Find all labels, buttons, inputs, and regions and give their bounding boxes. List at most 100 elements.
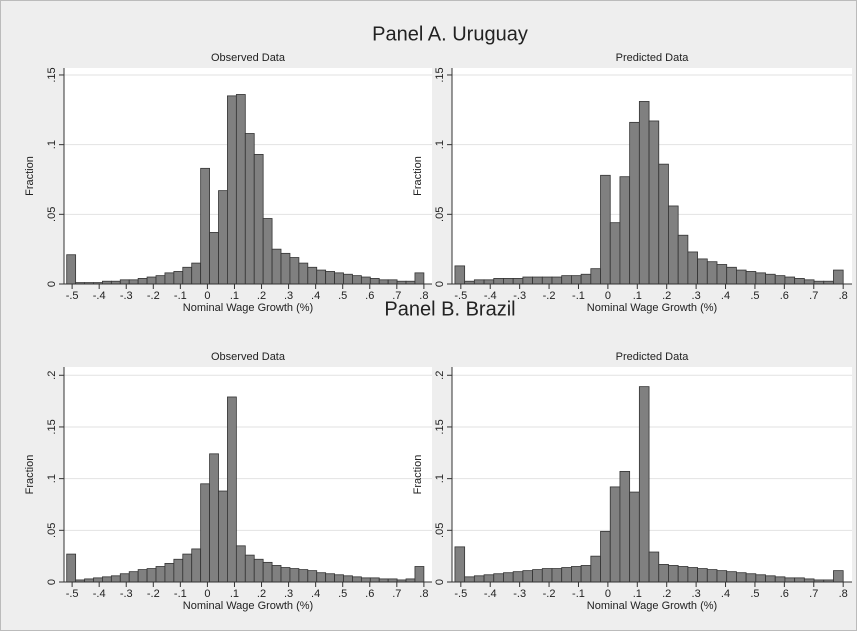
bar xyxy=(191,548,202,583)
bar xyxy=(736,269,747,285)
x-tick-label: -.1 xyxy=(174,588,187,600)
x-tick-label: -.4 xyxy=(484,290,497,302)
bar xyxy=(164,272,175,285)
bar xyxy=(119,573,130,583)
bar xyxy=(833,269,844,285)
bar xyxy=(629,121,640,285)
bar xyxy=(668,565,679,583)
y-tick-label: .15 xyxy=(46,419,58,434)
bar xyxy=(512,278,524,285)
bar xyxy=(473,279,485,285)
bar xyxy=(262,561,273,583)
bar xyxy=(200,167,210,285)
bar xyxy=(600,530,611,583)
x-tick-label: -.5 xyxy=(454,588,467,600)
bar xyxy=(716,570,728,583)
bar xyxy=(325,271,335,285)
y-tick-label: .1 xyxy=(434,474,446,483)
x-tick-label: .2 xyxy=(662,588,671,600)
bar xyxy=(736,572,747,583)
bar xyxy=(93,577,103,583)
x-tick-label: .8 xyxy=(839,588,848,600)
bar xyxy=(580,565,592,583)
x-tick-label: .8 xyxy=(419,290,428,302)
y-tick-label: 0 xyxy=(434,281,446,287)
bar xyxy=(369,278,380,285)
x-axis-label: Nominal Wage Growth (%) xyxy=(587,600,717,612)
y-tick-label: 0 xyxy=(46,281,58,287)
bar xyxy=(173,271,184,285)
y-tick-label: 0 xyxy=(46,579,58,585)
bar xyxy=(271,565,282,583)
x-tick-label: .3 xyxy=(692,290,701,302)
chart-title: Observed Data xyxy=(211,351,286,363)
bar xyxy=(512,571,524,583)
plot-area xyxy=(452,367,852,582)
bar xyxy=(706,569,718,583)
bar xyxy=(677,234,689,285)
y-tick-label: .05 xyxy=(46,523,58,538)
bar xyxy=(155,566,166,583)
bar xyxy=(66,553,77,583)
bar xyxy=(307,570,318,583)
bar xyxy=(765,575,776,583)
bar xyxy=(493,573,504,583)
bar xyxy=(182,266,193,285)
x-tick-label: .5 xyxy=(338,588,347,600)
bar xyxy=(298,569,309,583)
x-tick-label: .4 xyxy=(721,588,730,600)
x-tick-label: .4 xyxy=(311,588,320,600)
bar xyxy=(590,268,601,285)
bar xyxy=(325,573,335,583)
bar xyxy=(414,566,425,583)
x-tick-label: .4 xyxy=(311,290,320,302)
x-tick-label: .5 xyxy=(750,290,759,302)
chart-title: Predicted Data xyxy=(616,52,690,64)
bar xyxy=(541,276,553,285)
x-tick-label: -.5 xyxy=(454,290,467,302)
x-tick-label: -.3 xyxy=(513,290,526,302)
y-axis-label: Fraction xyxy=(412,455,424,495)
bar xyxy=(182,553,193,583)
x-axis-label: Nominal Wage Growth (%) xyxy=(183,302,313,314)
bar xyxy=(128,571,139,583)
bar xyxy=(298,262,309,285)
x-tick-label: .1 xyxy=(633,290,642,302)
y-axis-label: Fraction xyxy=(24,455,36,495)
bar xyxy=(619,470,631,583)
bar xyxy=(648,551,660,583)
bar xyxy=(532,569,543,583)
bar xyxy=(493,278,504,285)
bar xyxy=(648,120,660,285)
bar xyxy=(784,577,796,583)
x-tick-label: .4 xyxy=(721,290,730,302)
plot-area xyxy=(64,367,432,582)
bar xyxy=(483,574,495,583)
bar xyxy=(352,275,362,285)
bar xyxy=(218,490,228,583)
x-tick-label: .8 xyxy=(839,290,848,302)
bar xyxy=(609,222,621,285)
bar xyxy=(307,266,318,285)
bar xyxy=(483,279,495,285)
bar xyxy=(378,279,389,285)
bar xyxy=(687,251,698,285)
bar xyxy=(687,567,698,583)
x-tick-label: 0 xyxy=(204,588,210,600)
y-axis-label: Fraction xyxy=(24,156,36,196)
x-tick-label: .1 xyxy=(230,290,239,302)
x-tick-label: -.2 xyxy=(543,290,556,302)
bar xyxy=(209,453,219,583)
x-tick-label: -.1 xyxy=(174,290,187,302)
bar xyxy=(774,576,786,583)
bar xyxy=(334,574,344,583)
bar xyxy=(360,577,371,583)
bar xyxy=(745,573,757,583)
x-tick-label: .7 xyxy=(809,290,818,302)
bar xyxy=(137,278,148,285)
bar xyxy=(173,558,184,583)
bar xyxy=(146,568,157,583)
x-tick-label: .6 xyxy=(780,290,789,302)
y-tick-label: .05 xyxy=(46,207,58,222)
